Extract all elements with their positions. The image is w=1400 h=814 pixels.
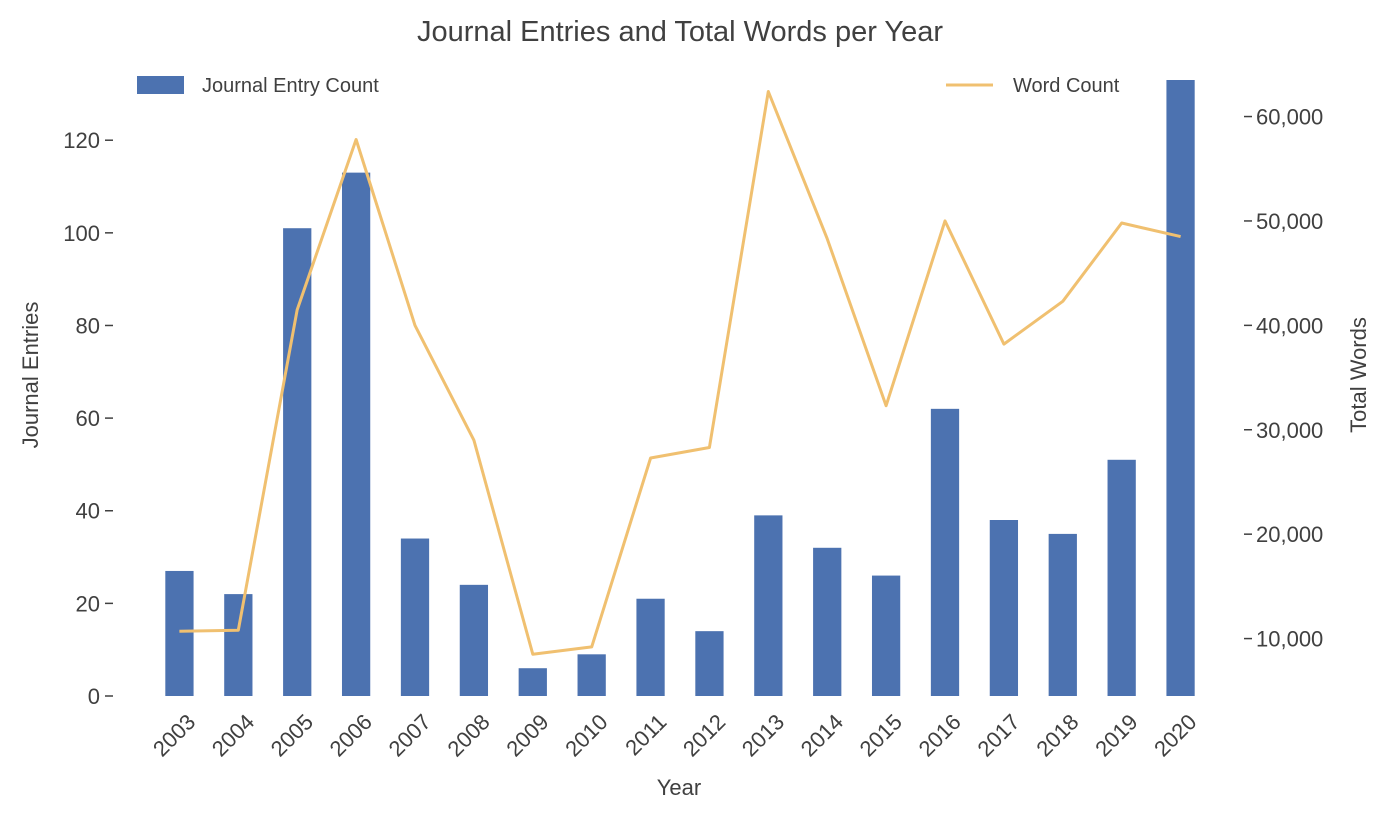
y-tick-label-left: 40 <box>76 499 100 524</box>
legend-label-line: Word Count <box>1013 75 1120 97</box>
x-tick-label: 2015 <box>855 709 907 761</box>
y-tick-label-right: 50,000 <box>1256 209 1323 234</box>
y-tick-label-left: 20 <box>76 591 100 616</box>
y-tick-label-right: 30,000 <box>1256 418 1323 443</box>
y-tick-label-right: 40,000 <box>1256 313 1323 338</box>
y-tick-label-left: 60 <box>76 406 100 431</box>
y-tick-label-left: 120 <box>63 128 100 153</box>
legend-left: Journal Entry Count <box>137 75 379 97</box>
x-tick-label: 2010 <box>560 709 612 761</box>
x-tick-label: 2007 <box>384 709 436 761</box>
x-tick-label: 2018 <box>1031 709 1083 761</box>
bar-2015 <box>871 575 901 696</box>
y-axis-right: 10,000 20,000 30,000 40,000 50,000 60,000 <box>1244 105 1323 652</box>
bar-2020 <box>1166 80 1195 696</box>
bar-2013 <box>754 515 783 696</box>
chart-title: Journal Entries and Total Words per Year <box>417 16 943 48</box>
x-tick-label: 2004 <box>207 709 259 761</box>
y-tick-label-left: 100 <box>63 221 100 246</box>
x-tick-label: 2019 <box>1090 709 1142 761</box>
x-axis-label: Year <box>657 775 701 800</box>
bar-2018 <box>1048 533 1077 696</box>
bar-2003 <box>165 570 194 696</box>
x-tick-label: 2012 <box>678 709 730 761</box>
bar-2012 <box>695 631 724 696</box>
bar-2009 <box>518 668 547 696</box>
line-series <box>179 90 1181 656</box>
y-tick-label-left: 0 <box>88 684 100 709</box>
bar-2017 <box>989 520 1019 696</box>
x-tick-label: 2006 <box>325 709 377 761</box>
bar-2016 <box>930 408 960 696</box>
x-tick-label: 2003 <box>148 709 200 761</box>
bar-2008 <box>459 584 489 696</box>
y-axis-label-left: Journal Entries <box>18 302 43 449</box>
y-tick-label-right: 10,000 <box>1256 627 1323 652</box>
x-tick-label: 2005 <box>266 709 318 761</box>
bar-2005 <box>283 228 312 697</box>
x-tick-label: 2014 <box>796 709 848 761</box>
x-axis: 2003 2004 2005 2006 2007 2008 2009 2010 2011 2012… <box>148 709 1201 761</box>
y-tick-label-right: 60,000 <box>1256 105 1323 130</box>
x-tick-label: 2016 <box>914 709 966 761</box>
x-tick-label: 2009 <box>501 709 553 761</box>
bar-2019 <box>1107 459 1136 696</box>
x-tick-label: 2011 <box>620 709 671 760</box>
y-tick-label-left: 80 <box>76 313 100 338</box>
bar-2006 <box>341 172 371 696</box>
y-tick-label-right: 20,000 <box>1256 522 1323 547</box>
word-count-line <box>179 90 1181 656</box>
legend-label-bar: Journal Entry Count <box>202 75 379 97</box>
bar-2010 <box>577 654 606 696</box>
x-tick-label: 2020 <box>1149 709 1201 761</box>
bar-series <box>165 80 1195 697</box>
bar-2004 <box>224 594 253 696</box>
legend-right: Word Count <box>946 75 1120 97</box>
x-tick-label: 2008 <box>442 709 494 761</box>
y-axis-label-right: Total Words <box>1346 317 1371 433</box>
legend-swatch-bar <box>137 76 184 94</box>
x-tick-label: 2017 <box>972 709 1024 761</box>
x-tick-label: 2013 <box>737 709 789 761</box>
bar-2007 <box>400 538 430 696</box>
y-axis-left: 0 20 40 60 80 100 120 <box>63 128 113 709</box>
bar-2011 <box>636 598 665 696</box>
bar-2014 <box>813 547 842 696</box>
